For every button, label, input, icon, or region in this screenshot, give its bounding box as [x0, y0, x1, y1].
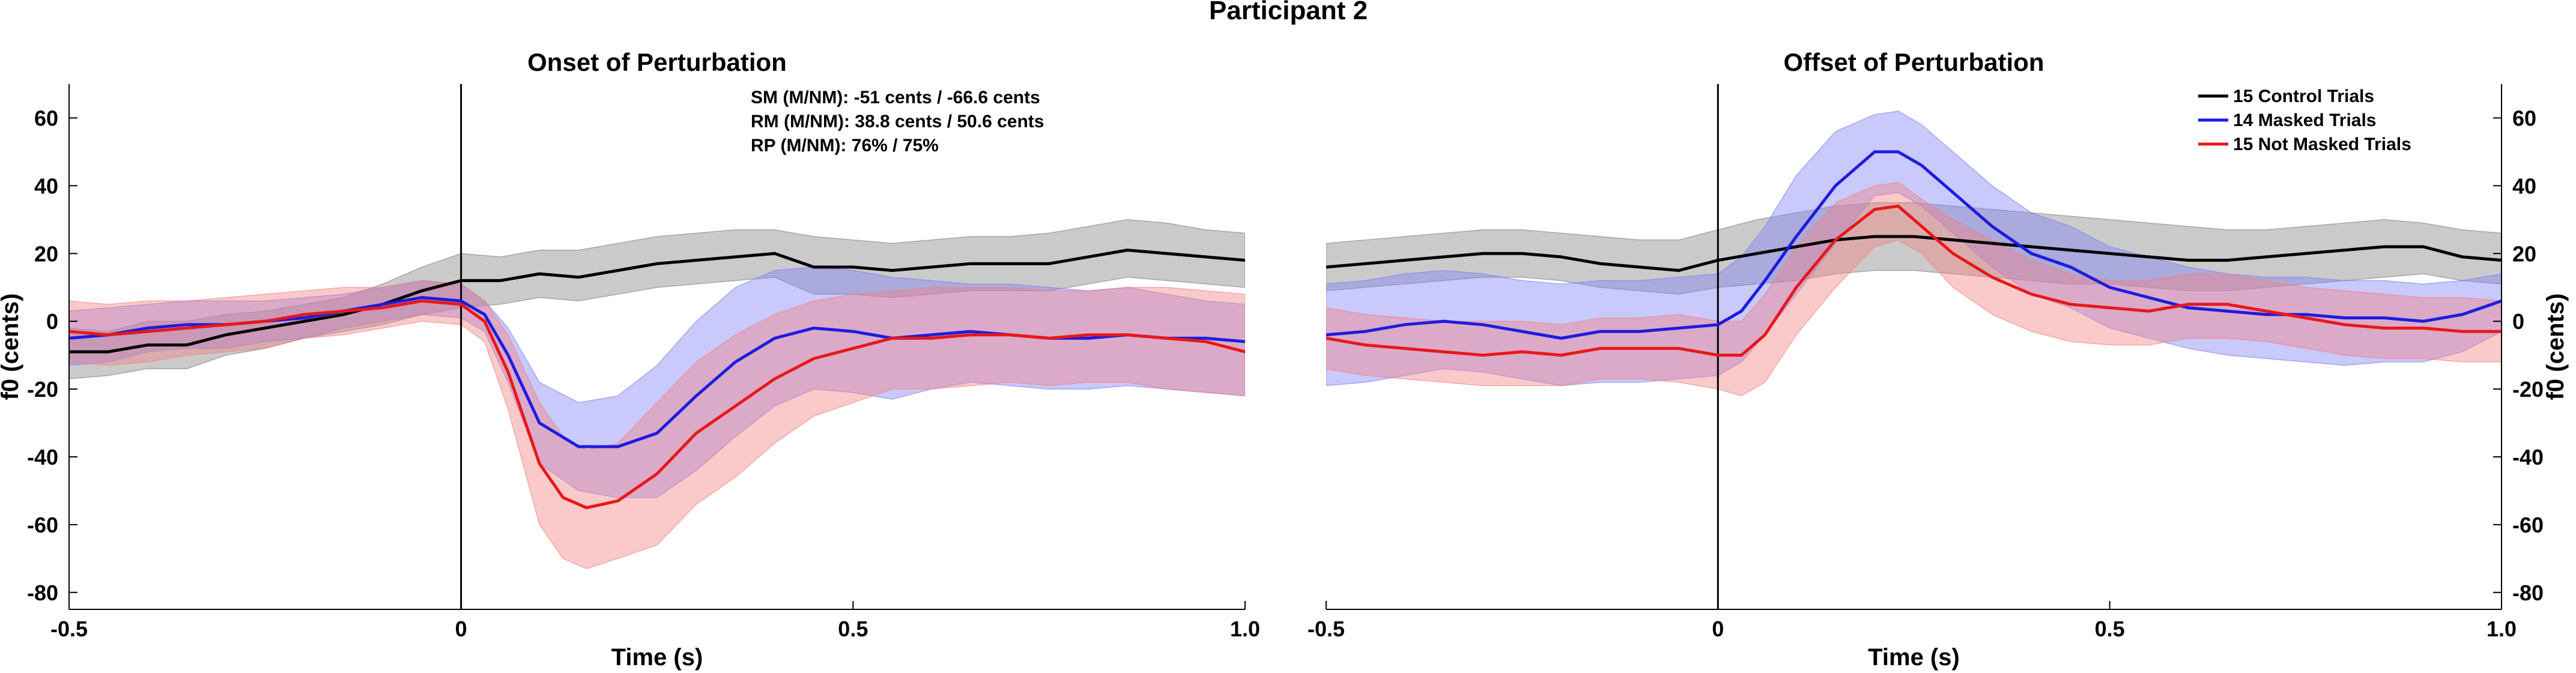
x-tick-label: -0.5 [1308, 617, 1345, 641]
plot-area [69, 84, 1245, 609]
x-axis-label: Time (s) [1868, 644, 1960, 671]
y-tick-label: 0 [2512, 309, 2524, 334]
y-tick-label: 60 [2512, 106, 2536, 130]
confidence-band-0 [69, 219, 1245, 379]
chart-title: Offset of Perturbation [1783, 48, 2044, 76]
x-tick-label: 0.5 [838, 617, 868, 641]
y-tick-label: -60 [27, 513, 58, 537]
y-tick-label: -60 [2512, 513, 2544, 537]
x-tick-label: 0.5 [2095, 617, 2125, 641]
x-tick-label: -0.5 [50, 617, 88, 641]
chart-title: Onset of Perturbation [527, 48, 787, 76]
onset-panel: Onset of Perturbation -0.5 0 0.5 1.0 -80 -60 -4… [0, 48, 1260, 671]
stats-annotation: RP (M/NM): 76% / 75% [751, 136, 939, 155]
stats-annotation: RM (M/NM): 38.8 cents / 50.6 cents [751, 112, 1044, 131]
x-tick-label: 1.0 [2487, 617, 2517, 641]
series-line-2 [69, 299, 1245, 510]
confidence-band-0 [1326, 202, 2502, 295]
y-tick-label: -40 [2512, 445, 2544, 469]
y-tick-label: -20 [27, 377, 58, 402]
plot-area [1326, 84, 2502, 609]
legend-entry-2: 15 Not Masked Trials [2233, 134, 2411, 154]
legend-entry-1: 14 Masked Trials [2233, 110, 2376, 130]
y-tick-label: 0 [46, 309, 58, 334]
stats-annotation: SM (M/NM): -51 cents / -66.6 cents [751, 88, 1040, 107]
offset-panel: Offset of Perturbation -0.5 0 0.5 1.0 -80 -60 -… [1308, 48, 2569, 671]
x-tick-label: 1.0 [1230, 617, 1260, 641]
y-tick-label: 40 [34, 174, 58, 198]
figure-title: Participant 2 [1209, 0, 1368, 25]
y-tick-label: 60 [34, 106, 58, 130]
y-tick-label: -20 [2512, 377, 2544, 402]
y-tick-label: 20 [34, 241, 58, 266]
y-axis-label: f0 (cents) [0, 294, 23, 400]
y-tick-label: 40 [2512, 174, 2536, 198]
y-tick-label: -80 [2512, 581, 2544, 605]
series-line-0 [1326, 235, 2502, 272]
series-line-2 [1326, 204, 2502, 357]
x-tick-label: 0 [1712, 617, 1724, 641]
y-tick-label: -40 [27, 445, 58, 469]
x-axis-label: Time (s) [611, 644, 703, 671]
y-axis-label: f0 (cents) [2542, 294, 2569, 400]
y-tick-label: -80 [27, 581, 58, 605]
series-line-0 [69, 249, 1245, 354]
x-tick-label: 0 [455, 617, 467, 641]
legend-entry-0: 15 Control Trials [2233, 86, 2374, 106]
y-tick-label: 20 [2512, 241, 2536, 266]
